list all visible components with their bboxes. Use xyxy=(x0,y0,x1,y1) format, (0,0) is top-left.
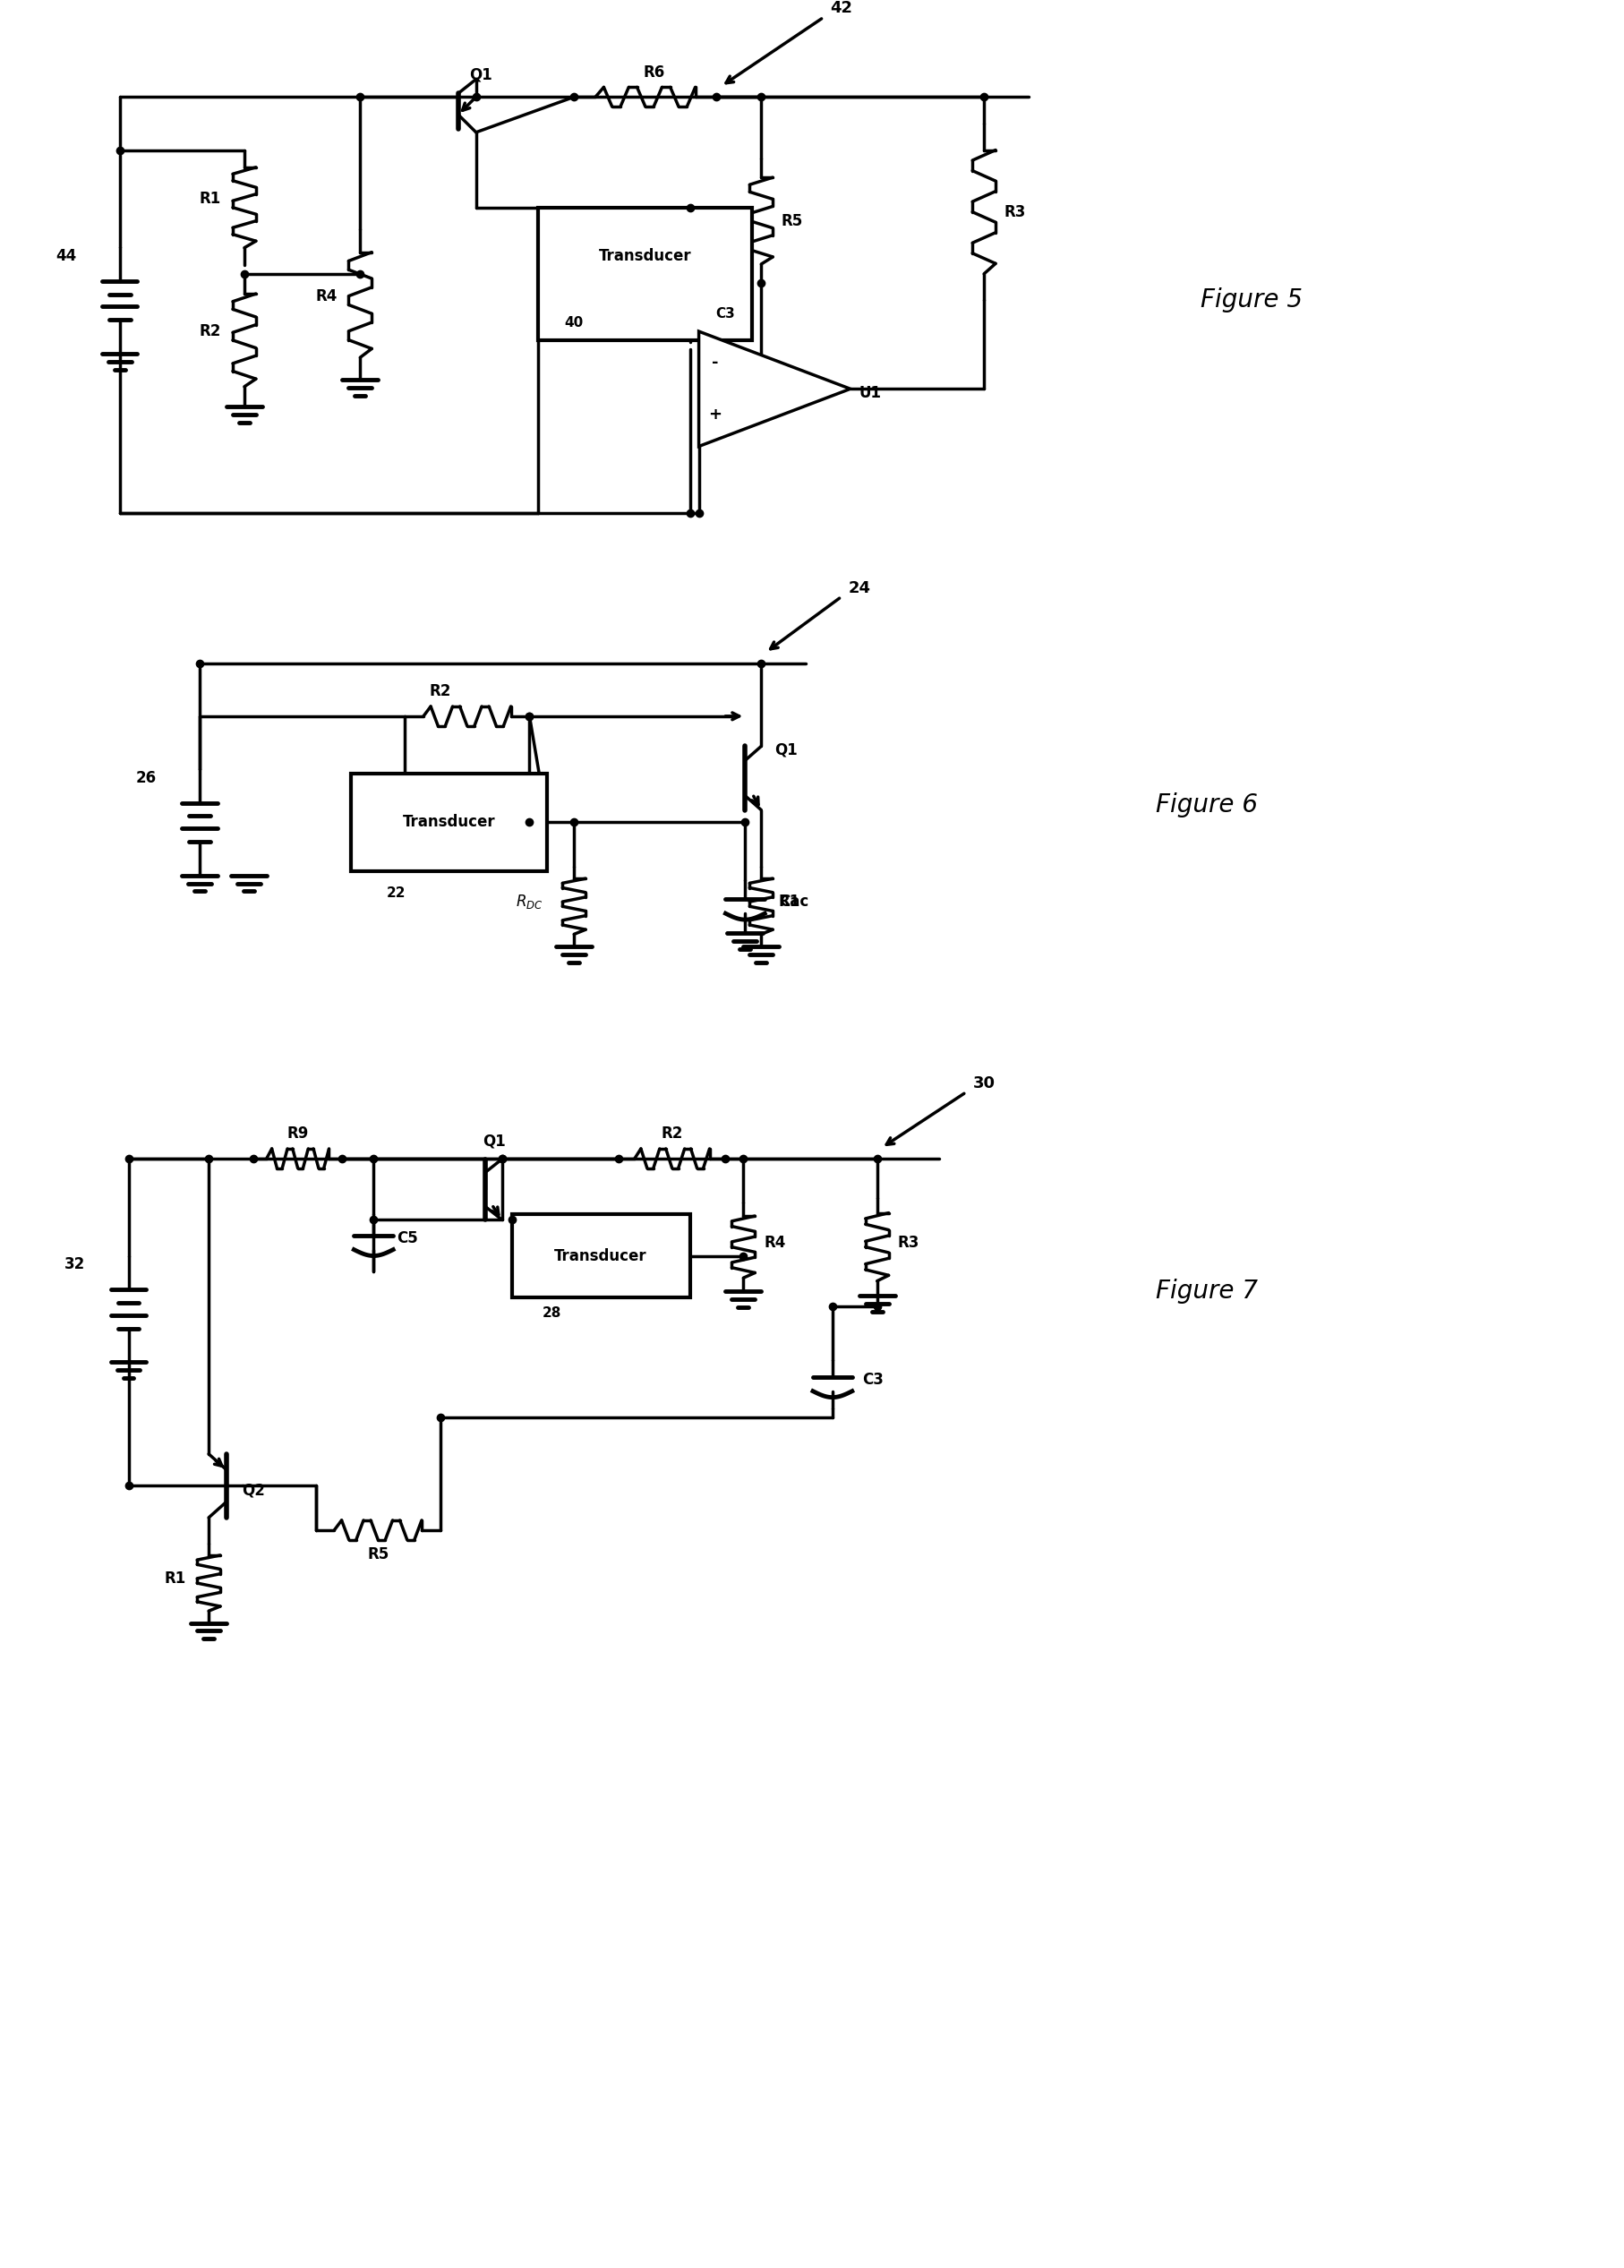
Text: C5: C5 xyxy=(396,1229,417,1245)
Text: C3: C3 xyxy=(861,1372,883,1388)
Text: Cac: Cac xyxy=(780,894,809,909)
Text: Q1: Q1 xyxy=(775,742,797,758)
Text: R2: R2 xyxy=(200,324,221,340)
Text: R2: R2 xyxy=(661,1125,682,1141)
Text: R5: R5 xyxy=(367,1547,388,1563)
Text: R4: R4 xyxy=(763,1234,784,1250)
Text: Q2: Q2 xyxy=(242,1483,265,1499)
Text: $R_{DC}$: $R_{DC}$ xyxy=(515,894,542,912)
Text: Q1: Q1 xyxy=(469,66,492,84)
Text: C3: C3 xyxy=(716,306,736,320)
Text: Transducer: Transducer xyxy=(403,814,495,830)
Text: Figure 6: Figure 6 xyxy=(1155,792,1257,816)
Text: R4: R4 xyxy=(315,288,338,304)
Text: 44: 44 xyxy=(55,247,76,265)
Bar xyxy=(512,1213,690,1297)
Text: R1: R1 xyxy=(164,1572,185,1588)
Text: 24: 24 xyxy=(848,581,870,596)
Text: +: + xyxy=(708,406,721,422)
Text: R6: R6 xyxy=(643,64,664,79)
Text: Figure 7: Figure 7 xyxy=(1155,1279,1257,1304)
Text: 22: 22 xyxy=(387,887,406,900)
Text: R1: R1 xyxy=(778,894,801,909)
Text: R9: R9 xyxy=(287,1125,309,1141)
Text: 30: 30 xyxy=(973,1075,994,1091)
Bar xyxy=(538,206,752,340)
Text: 42: 42 xyxy=(830,0,853,16)
Text: Q1: Q1 xyxy=(482,1134,505,1150)
Text: U1: U1 xyxy=(857,386,880,401)
Text: R2: R2 xyxy=(429,683,451,699)
Text: Figure 5: Figure 5 xyxy=(1200,288,1302,313)
Text: R5: R5 xyxy=(781,213,802,229)
Text: Transducer: Transducer xyxy=(554,1247,646,1263)
Text: -: - xyxy=(711,354,718,372)
Text: 26: 26 xyxy=(136,771,156,787)
Text: R1: R1 xyxy=(200,191,221,206)
Text: Transducer: Transducer xyxy=(599,247,692,265)
Bar xyxy=(351,773,547,871)
Text: 40: 40 xyxy=(564,315,583,329)
Polygon shape xyxy=(698,331,849,447)
Text: R3: R3 xyxy=(1004,204,1025,220)
Text: R3: R3 xyxy=(896,1234,919,1250)
Text: 32: 32 xyxy=(65,1256,86,1272)
Text: 28: 28 xyxy=(542,1306,560,1320)
